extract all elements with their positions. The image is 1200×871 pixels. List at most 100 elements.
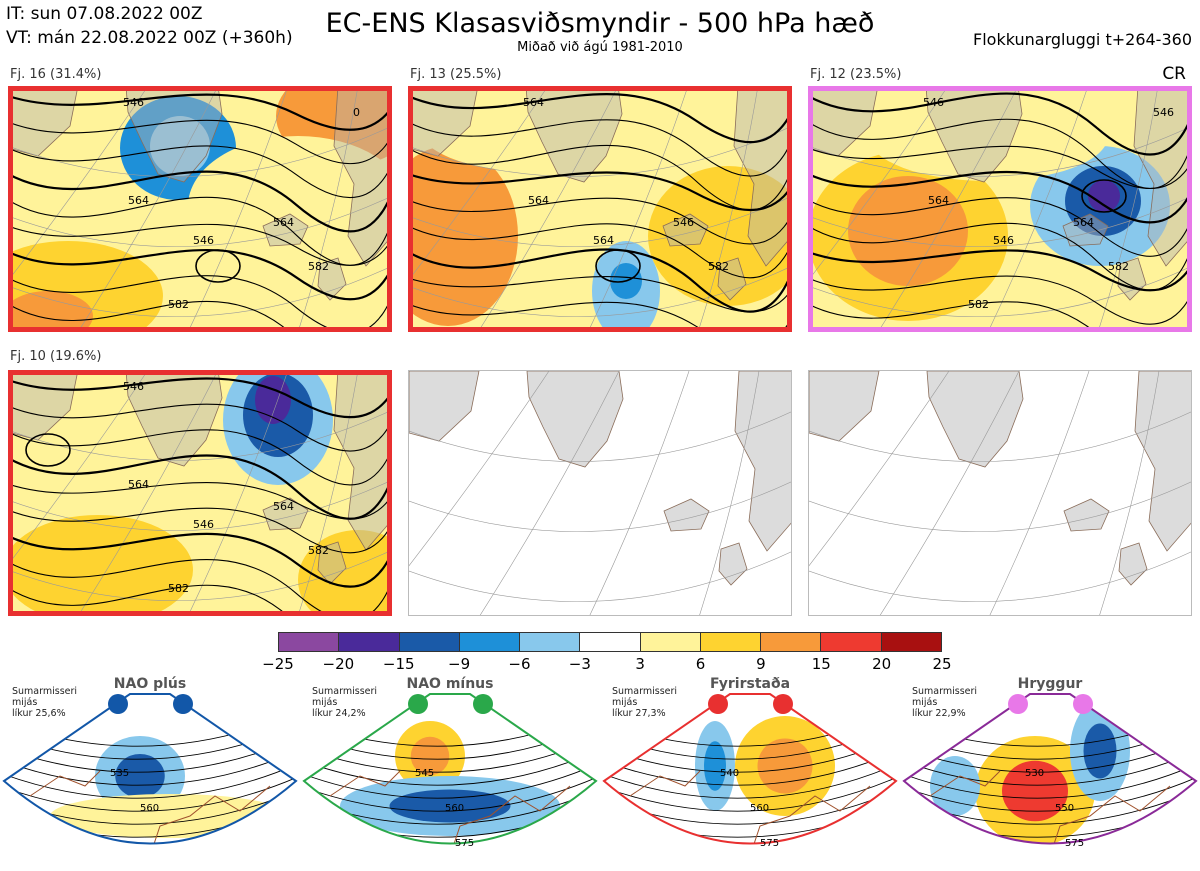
parallel [8,549,392,601]
parallel [408,195,792,247]
contour-label: 582 [168,582,189,595]
colorbar-tick-label: 9 [756,655,766,673]
regime-marker-dot [473,694,493,714]
height-contour [904,749,1196,786]
parallel [408,125,792,177]
colorbar-cell [821,633,882,651]
contour-label: 546 [1153,106,1174,119]
regime-contour-label: 575 [1065,838,1084,849]
land-mask [1118,542,1148,586]
colorbar-tick-label: 15 [811,655,831,673]
land-mask [317,257,347,301]
height-contour [304,762,596,799]
colorbar-tick-label: −25 [262,655,294,673]
height-contour [808,197,1192,257]
regime-frame [2,693,298,845]
valid-time: VT: mán 22.08.2022 00Z (+360h) [6,28,293,48]
land-mask [8,86,79,157]
regime-contour-label: 540 [720,768,739,779]
meridian [297,86,359,332]
parallel [809,551,1191,602]
regime-ridge: 530 550 575 Sumarmisseri mijás líkur 22,9%… [900,676,1200,871]
coastline [749,785,871,844]
regime-probability: líkur 25,6% [12,708,66,719]
land-mask [662,213,709,247]
contour-label: 546 [123,380,144,393]
regime-period: mijás [612,697,638,708]
meridian [699,371,760,615]
coastline [449,785,571,844]
contour-label: 0 [353,106,360,119]
negative-anomaly-core [115,754,165,798]
parallel [8,125,392,177]
regime-marker-dot [1073,694,1093,714]
contour-label: 564 [528,194,549,207]
contour-label: 546 [193,234,214,247]
coastline [29,770,101,797]
regime-map: 535 560 [2,693,298,845]
parallel [408,265,792,317]
height-contour [304,775,596,812]
land-mask [925,86,1023,183]
regime-marker-dot [408,694,428,714]
height-contour [604,775,896,812]
regime-map: 545 560 575 [302,693,598,849]
height-contour [8,584,392,616]
regime-marker-dot [108,694,128,714]
land-mask [409,371,480,442]
cluster-3-label: Fj. 12 (23.5%) [810,67,902,82]
land-mask [262,213,309,247]
land-mask [1134,371,1191,552]
regime-frame [902,693,1198,845]
map-canvas: 546 546 564 564 582 582 0 [8,86,392,332]
height-contour [8,196,392,266]
contour-label: 564 [593,234,614,247]
regime-season: Sumarmisseri [312,686,378,697]
land-mask [262,497,309,531]
colorbar-tick-label: 20 [872,655,892,673]
cluster-map-2: 564 564 564 546 582 [408,86,792,332]
parallel [8,195,392,247]
height-contour [408,248,792,313]
map-canvas [409,371,791,615]
land-mask [809,371,880,442]
parallel [409,481,791,532]
cluster-2-label: Fj. 13 (25.5%) [410,67,502,82]
colorbar-tick-label: −20 [322,655,355,673]
land-mask [734,371,791,552]
height-contour [8,454,392,520]
page-title: EC-ENS Klasasviðsmyndir - 500 hPa hæð [325,8,875,39]
regime-probability: líkur 27,3% [612,708,666,719]
contour-label: 546 [993,234,1014,247]
map-canvas: 546 546 564 564 582 582 [8,370,392,616]
land-mask [926,371,1024,468]
contour-label: 564 [273,216,294,229]
contour-label: 582 [968,298,989,311]
meridian [587,86,689,332]
height-contour [904,775,1196,812]
parallel [8,479,392,531]
height-contour [8,145,392,199]
map-canvas [809,371,1191,615]
colorbar-cell [520,633,581,651]
regime-probability: líkur 24,2% [312,708,366,719]
height-contour [8,559,392,616]
positive-anomaly [188,136,392,276]
regime-title: NAO mínus [406,676,494,692]
regime-season: Sumarmisseri [12,686,78,697]
coastline [629,770,701,797]
map-canvas: 564 564 564 546 582 [408,86,792,332]
regime-marker-dot [773,694,793,714]
regime-marker-dot [1008,694,1028,714]
parallel [409,411,791,462]
height-contour [408,144,792,211]
contour-label: 564 [1073,216,1094,229]
regime-blocking: 540 560 575 Sumarmisseri mijás líkur 27,3%… [600,676,900,871]
contour-label: 564 [128,478,149,491]
colorbar-tick-label: −6 [508,655,531,673]
low-centre-contour [195,249,241,283]
meridian [477,86,619,332]
height-contour [4,749,296,786]
colorbar-cell [700,633,762,651]
regime-marker-dot [173,694,193,714]
